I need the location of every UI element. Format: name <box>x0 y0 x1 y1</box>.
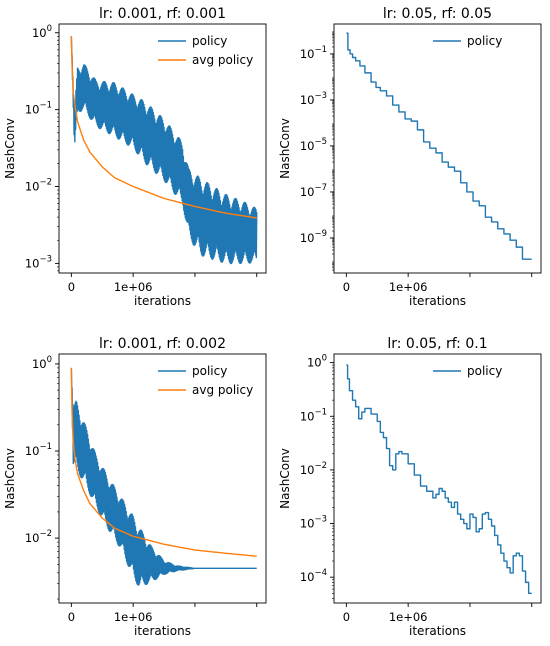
legend-label: avg policy <box>192 53 253 67</box>
x-tick-label: 0 <box>343 280 350 294</box>
legend-label: avg policy <box>192 383 253 397</box>
subplot-2: 0 1e+06 10−1 10−3 10−5 10−7 10−9 lr: 0.05, rf: … <box>278 6 542 308</box>
axes-frame <box>58 23 267 274</box>
axes-frame <box>333 353 542 604</box>
y-tick-label: 10−3 <box>25 254 52 270</box>
y-tick-label: 100 <box>307 354 327 370</box>
series-line-avg-policy <box>70 35 257 219</box>
y-tick-label: 10−7 <box>300 183 327 199</box>
x-axis-label: iterations <box>134 624 191 638</box>
y-tick-label: 100 <box>32 24 52 40</box>
y-axis-label: NashConv <box>278 448 292 509</box>
y-tick-label: 10−5 <box>300 137 327 153</box>
x-tick-label: 1e+06 <box>389 280 428 294</box>
subplot-3: 0 1e+06 100 10−1 10−2 lr: 0.001, rf: 0.002 ite… <box>3 336 267 638</box>
axes-frame <box>333 23 542 274</box>
x-axis-label: iterations <box>409 294 466 308</box>
subplot-title: lr: 0.05, rf: 0.1 <box>387 336 487 352</box>
y-tick-label: 10−9 <box>300 229 327 245</box>
x-tick-label: 0 <box>68 610 75 624</box>
legend-label: policy <box>192 364 227 378</box>
y-axis-label: NashConv <box>3 448 17 509</box>
series-line-policy <box>346 364 532 595</box>
y-axis-label: NashConv <box>3 118 17 179</box>
y-tick-label: 10−3 <box>300 91 327 107</box>
y-tick-label: 10−3 <box>300 515 327 531</box>
y-tick-label: 10−1 <box>300 45 327 61</box>
y-tick-label: 10−4 <box>300 568 327 584</box>
axes-frame <box>58 353 267 604</box>
x-tick-label: 0 <box>68 280 75 294</box>
x-tick-label: 1e+06 <box>389 610 428 624</box>
y-tick-label: 10−2 <box>25 178 52 194</box>
y-tick-label: 10−1 <box>25 101 52 117</box>
legend-label: policy <box>192 34 227 48</box>
subplot-1: 0 1e+06 100 10−1 10−2 10−3 lr: 0.001, rf: 0.00… <box>3 6 267 308</box>
series-line-policy <box>70 367 258 586</box>
subplot-title: lr: 0.001, rf: 0.002 <box>99 336 226 352</box>
y-axis-label: NashConv <box>278 118 292 179</box>
subplot-4: 0 1e+06 100 10−1 10−2 10−3 10−4 lr: 0.05, rf: 0… <box>278 336 542 638</box>
x-tick-label: 0 <box>343 610 350 624</box>
y-tick-label: 10−1 <box>300 407 327 423</box>
y-tick-label: 100 <box>32 355 52 371</box>
subplot-title: lr: 0.05, rf: 0.05 <box>383 6 492 22</box>
legend-label: policy <box>467 364 502 378</box>
y-tick-label: 10−2 <box>25 529 52 545</box>
x-tick-label: 1e+06 <box>114 610 153 624</box>
series-line-policy <box>70 36 258 265</box>
y-tick-label: 10−2 <box>300 461 327 477</box>
y-tick-label: 10−1 <box>25 442 52 458</box>
series-line-avg-policy <box>70 367 257 557</box>
x-axis-label: iterations <box>409 624 466 638</box>
subplot-title: lr: 0.001, rf: 0.001 <box>99 6 226 22</box>
legend-label: policy <box>467 34 502 48</box>
x-axis-label: iterations <box>134 294 191 308</box>
x-tick-label: 1e+06 <box>114 280 153 294</box>
series-line-policy <box>346 32 532 260</box>
